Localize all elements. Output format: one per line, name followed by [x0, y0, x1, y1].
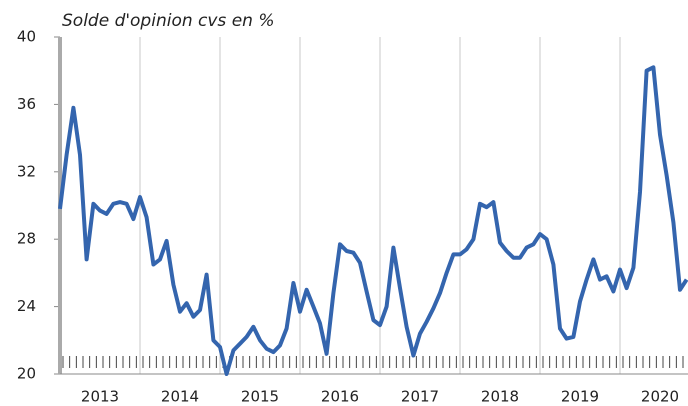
x-tick-label: 2016: [321, 388, 359, 406]
x-tick-label: 2013: [81, 388, 119, 406]
y-tick-label: 40: [17, 28, 36, 46]
x-tick-label: 2018: [481, 388, 519, 406]
line-series: [58, 65, 688, 376]
y-tick-label: 24: [17, 297, 36, 315]
x-tick-label: 2017: [401, 388, 439, 406]
y-tick-label: 36: [17, 95, 36, 113]
x-tick-label: 2020: [641, 388, 679, 406]
y-tick-label: 28: [17, 230, 36, 248]
x-tick-label: 2014: [161, 388, 199, 406]
chart-title: Solde d'opinion cvs en %: [62, 11, 274, 31]
x-tick-label: 2019: [561, 388, 599, 406]
y-tick-label: 32: [17, 162, 36, 180]
x-tick-label: 2015: [241, 388, 279, 406]
y-tick-label: 20: [17, 365, 36, 383]
